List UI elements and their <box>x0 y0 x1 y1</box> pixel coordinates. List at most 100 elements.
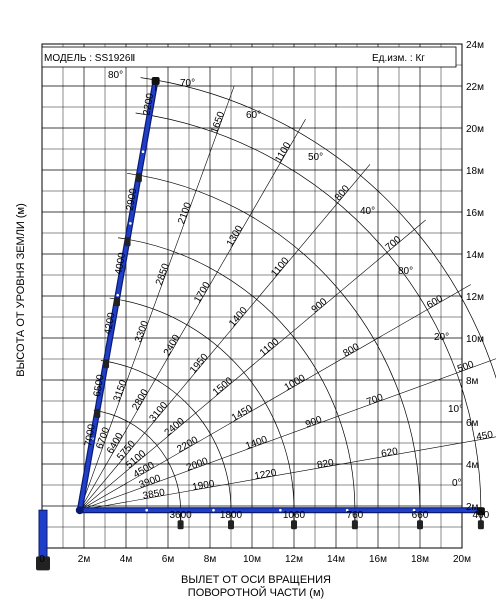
load-value: 1900 <box>192 478 216 493</box>
x-tick-label: 10м <box>243 554 261 565</box>
angle-ray <box>79 164 371 511</box>
y-tick-label: 18м <box>466 166 484 177</box>
load-value: 1000 <box>283 373 308 394</box>
hook-block <box>228 520 234 530</box>
hook-block <box>124 237 131 247</box>
header-box <box>41 46 457 68</box>
y-tick-label: 22м <box>466 82 484 93</box>
angle-label: 70° <box>180 78 195 89</box>
y-tick-label: 4м <box>466 460 479 471</box>
load-value: 3300 <box>133 319 151 344</box>
unit-label: Ед.изм. : Кг <box>372 53 425 64</box>
angle-ray <box>79 436 496 511</box>
x-axis-ticks: 0 2м 4м 6м 8м 10м 12м 14м 16м 18м 20м <box>39 554 471 565</box>
angle-ray <box>79 85 235 511</box>
hook-block <box>113 297 120 307</box>
load-value: 700 <box>384 234 404 253</box>
y-tick-label: 24м <box>466 40 484 51</box>
radius-arc <box>135 112 482 511</box>
hook-block <box>351 520 358 530</box>
load-value: 820 <box>316 457 335 471</box>
load-value: 1100 <box>269 255 292 279</box>
x-axis-label-line2: ПОВОРОТНОЙ ЧАСТИ (м) <box>188 586 324 599</box>
boom-pin <box>116 293 120 297</box>
x-axis-label-line1: ВЫЛЕТ ОТ ОСИ ВРАЩЕНИЯ <box>181 574 331 586</box>
y-tick-label: 6м <box>466 418 479 429</box>
load-value: 900 <box>310 296 330 315</box>
load-value: 800 <box>341 341 361 359</box>
grid-frame <box>41 43 463 549</box>
load-value: 500 <box>456 359 476 375</box>
load-value: 1220 <box>254 467 278 482</box>
x-tick-label: 18м <box>411 554 429 565</box>
model-label: МОДЕЛЬ : SS1926Ⅱ <box>44 53 135 64</box>
boom-pin <box>279 508 282 512</box>
x-tick-label: 0 <box>39 554 45 565</box>
boom-pin <box>91 437 94 440</box>
boom-pin <box>145 508 148 512</box>
load-value: 4000 <box>113 251 128 275</box>
angle-label: 50° <box>308 152 323 163</box>
angle-label: 60° <box>246 110 261 121</box>
load-value: 760 <box>347 510 364 521</box>
load-value: 3600 <box>169 510 192 521</box>
load-value: 1300 <box>225 223 246 248</box>
load-value: 2900 <box>125 187 140 211</box>
x-tick-label: 12м <box>285 554 303 565</box>
load-value: 6500 <box>92 373 107 397</box>
hook-block <box>103 359 110 369</box>
radius-arc <box>118 237 356 511</box>
load-value: 400 <box>473 510 490 521</box>
x-tick-label: 8м <box>204 554 217 565</box>
crane-base <box>36 556 50 571</box>
y-tick-label: 16м <box>466 208 484 219</box>
angle-labels: 80° 70° 60° 50° 40° 80° 20° 10° 0° <box>108 70 463 489</box>
load-value: 2000 <box>185 456 210 474</box>
angle-ray <box>79 284 471 511</box>
x-tick-label: 4м <box>120 554 133 565</box>
hook-block <box>151 77 160 86</box>
boom-pivot <box>75 506 84 515</box>
load-value: 3100 <box>148 400 171 424</box>
x-tick-label: 16м <box>369 554 387 565</box>
hook-block <box>476 507 485 516</box>
load-value: 7000 <box>83 423 98 447</box>
angle-rays <box>79 85 496 511</box>
hook-block <box>177 520 184 530</box>
boom-pin <box>212 508 215 512</box>
booms <box>36 77 485 571</box>
radius-arcs <box>93 77 496 511</box>
y-axis-label: ВЫСОТА ОТ УРОВНЯ ЗЕМЛИ (м) <box>15 203 27 377</box>
load-value: 660 <box>412 510 429 521</box>
load-value: 3150 <box>112 378 130 403</box>
y-tick-label: 14м <box>466 250 484 261</box>
radius-arc <box>109 297 295 511</box>
y-tick-label: 12м <box>466 292 484 303</box>
load-value: 2200 <box>175 434 200 455</box>
radius-arc <box>93 410 181 511</box>
grid <box>41 43 463 549</box>
hook-block <box>477 520 484 530</box>
load-value: 450 <box>476 429 495 443</box>
load-value: 1100 <box>258 336 282 359</box>
load-value: 1650 <box>209 110 227 135</box>
radius-arc <box>140 77 496 380</box>
boom-pin <box>345 508 349 512</box>
load-value: 4200 <box>103 311 118 335</box>
load-value: 3850 <box>142 487 166 502</box>
radius-arc <box>100 360 232 511</box>
load-value: 620 <box>380 446 399 460</box>
hook-block <box>135 173 142 183</box>
angle-label: 10° <box>448 404 463 415</box>
angle-label: 40° <box>360 206 375 217</box>
x-tick-label: 20м <box>453 554 471 565</box>
angle-ray <box>79 358 496 511</box>
load-value: 2400 <box>163 416 187 439</box>
x-tick-label: 6м <box>162 554 175 565</box>
load-value: 700 <box>365 392 385 408</box>
angle-ray <box>79 119 306 511</box>
load-value: 1500 <box>211 375 235 398</box>
angle-label: 80° <box>398 266 413 277</box>
boom-pin <box>141 150 145 154</box>
load-value: 900 <box>304 414 324 430</box>
